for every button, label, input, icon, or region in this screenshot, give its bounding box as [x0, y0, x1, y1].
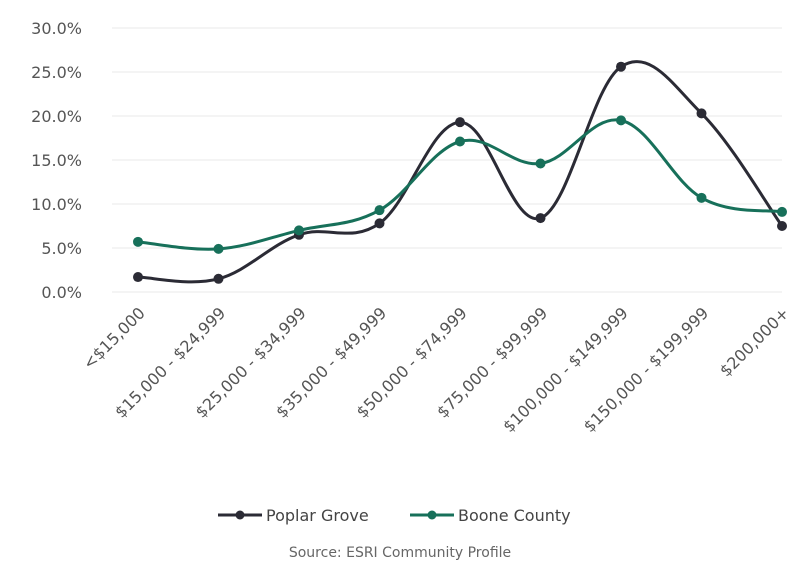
legend-marker-poplar-grove — [235, 510, 245, 520]
point-poplar-grove-0 — [133, 272, 143, 283]
y-tick-label: 20.0% — [31, 107, 82, 126]
source-note: Source: ESRI Community Profile — [289, 545, 511, 561]
point-boone-county-0 — [133, 236, 143, 247]
point-boone-county-6 — [616, 115, 626, 126]
point-poplar-grove-5 — [535, 213, 546, 224]
point-boone-county-4 — [455, 136, 465, 147]
series-points — [133, 61, 787, 284]
point-boone-county-1 — [213, 243, 224, 254]
legend-marker-boone-county — [427, 510, 437, 520]
point-poplar-grove-3 — [374, 218, 385, 229]
point-poplar-grove-8 — [777, 221, 787, 231]
point-poplar-grove-6 — [616, 61, 626, 72]
y-tick-label: 15.0% — [31, 151, 82, 170]
point-poplar-grove-7 — [696, 108, 707, 119]
legend-item-poplar-grove: Poplar Grove — [218, 506, 369, 525]
legend: Poplar Grove Boone County — [218, 506, 571, 525]
legend-label-poplar-grove: Poplar Grove — [266, 506, 369, 525]
point-boone-county-2 — [294, 225, 304, 236]
x-tick-label: <$15,000 — [79, 303, 149, 373]
series-lines — [136, 60, 784, 284]
point-boone-county-5 — [535, 158, 546, 169]
grid — [112, 27, 782, 293]
point-boone-county-3 — [374, 205, 385, 216]
y-tick-label: 30.0% — [31, 19, 82, 38]
legend-label-boone-county: Boone County — [458, 506, 571, 525]
y-tick-label: 10.0% — [31, 195, 82, 214]
y-tick-label: 5.0% — [41, 239, 82, 258]
y-tick-label: 25.0% — [31, 63, 82, 82]
point-boone-county-8 — [777, 206, 787, 217]
point-poplar-grove-4 — [455, 117, 465, 128]
point-boone-county-7 — [696, 192, 707, 203]
y-axis: 0.0% 5.0% 10.0% 15.0% 20.0% 25.0% 30.0% — [31, 19, 82, 302]
x-tick-label: $200,000+ — [716, 303, 793, 380]
x-axis: <$15,000$15,000 - $24,999$25,000 - $34,9… — [79, 303, 793, 436]
point-poplar-grove-1 — [213, 273, 224, 284]
legend-item-boone-county: Boone County — [410, 506, 571, 525]
series-line-poplar-grove — [136, 60, 784, 284]
y-tick-label: 0.0% — [41, 283, 82, 302]
